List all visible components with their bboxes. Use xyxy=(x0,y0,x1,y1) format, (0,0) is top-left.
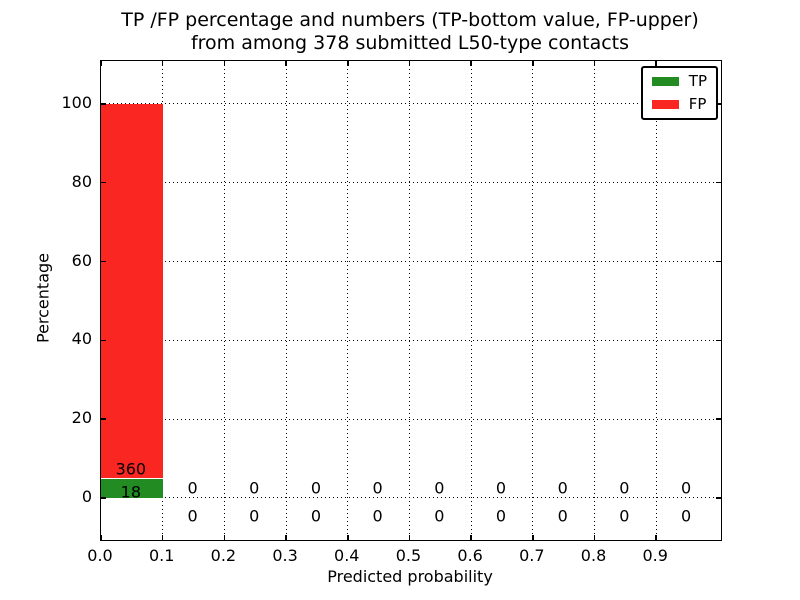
x-tick-top xyxy=(347,61,349,66)
x-tick-top xyxy=(593,61,596,66)
y-tick-label: 40 xyxy=(71,329,92,349)
y-tick-left xyxy=(101,260,106,263)
x-tick-label: 0.7 xyxy=(519,546,545,565)
fp-count-label: 0 xyxy=(372,478,383,498)
tp-legend-swatch xyxy=(651,77,679,86)
legend-item-fp: FP xyxy=(651,95,707,113)
y-tick-label: 20 xyxy=(71,408,92,428)
x-tick-bottom xyxy=(593,535,596,540)
tp-count-label: 0 xyxy=(249,506,260,526)
v-gridline xyxy=(470,61,472,540)
x-tick-label: 0.2 xyxy=(210,546,237,565)
y-tick-left xyxy=(101,497,106,499)
y-tick-left xyxy=(101,418,106,420)
legend-item-tp: TP xyxy=(651,72,707,90)
x-tick-label: 0.9 xyxy=(642,546,668,565)
x-tick-label: 0.3 xyxy=(272,546,298,565)
chart-title-line1: TP /FP percentage and numbers (TP-bottom… xyxy=(121,9,699,31)
x-tick-bottom xyxy=(655,535,657,540)
y-tick-right xyxy=(716,339,721,342)
x-tick-bottom xyxy=(532,535,534,540)
y-tick-left xyxy=(101,103,106,105)
x-tick-top xyxy=(100,61,102,66)
y-tick-label: 60 xyxy=(71,250,92,270)
tp-count-label: 0 xyxy=(310,506,321,526)
y-tick-label: 100 xyxy=(61,92,92,112)
v-gridline xyxy=(655,61,657,540)
fp-count-label: 0 xyxy=(434,478,445,498)
h-gridline xyxy=(101,418,721,420)
y-tick-left xyxy=(101,181,106,184)
h-gridline xyxy=(101,339,721,341)
v-gridline xyxy=(408,61,410,540)
fp-legend-label: FP xyxy=(688,95,707,113)
v-gridline xyxy=(285,61,287,540)
legend: TP FP xyxy=(640,66,718,120)
fp-count-label: 0 xyxy=(557,478,568,498)
plot-area: TP FP xyxy=(100,60,722,541)
x-tick-top xyxy=(532,61,534,66)
fp-count-label: 0 xyxy=(495,478,507,498)
tp-count-label: 0 xyxy=(619,506,630,526)
y-tick-left xyxy=(101,339,106,342)
x-tick-label: 0.6 xyxy=(457,546,483,565)
tp-count-label: 0 xyxy=(187,506,198,526)
x-tick-bottom xyxy=(161,535,164,540)
v-gridline xyxy=(347,61,349,540)
tp-count-label: 18 xyxy=(120,482,142,502)
x-tick-top xyxy=(470,61,472,66)
x-axis-label: Predicted probability xyxy=(327,567,493,586)
x-tick-bottom xyxy=(100,535,102,540)
x-tick-top xyxy=(408,61,411,66)
v-gridline xyxy=(223,61,225,540)
fp-legend-swatch xyxy=(651,100,679,109)
y-tick-right xyxy=(716,260,721,263)
x-tick-top xyxy=(161,61,164,66)
tp-count-label: 0 xyxy=(557,506,568,526)
x-tick-label: 0.5 xyxy=(395,546,422,565)
x-tick-label: 0.0 xyxy=(87,546,113,565)
fp-count-label: 0 xyxy=(619,478,630,498)
tp-legend-label: TP xyxy=(688,72,707,90)
x-tick-label: 0.1 xyxy=(148,546,175,565)
tp-bar-segment xyxy=(101,479,163,498)
fp-bar-segment xyxy=(101,103,163,480)
chart-title-line2: from among 378 submitted L50-type contac… xyxy=(190,32,630,54)
x-tick-label: 0.4 xyxy=(334,546,360,565)
v-gridline xyxy=(162,61,164,540)
v-gridline xyxy=(532,61,534,540)
h-gridline xyxy=(101,261,721,262)
chart-title: TP /FP percentage and numbers (TP-bottom… xyxy=(100,9,720,55)
x-tick-label: 0.8 xyxy=(580,546,607,565)
tp-count-label: 0 xyxy=(372,506,383,526)
y-tick-label: 80 xyxy=(71,171,92,191)
y-tick-right xyxy=(716,497,721,499)
h-gridline xyxy=(101,182,721,184)
tp-count-label: 0 xyxy=(680,506,692,526)
y-tick-label: 0 xyxy=(81,486,92,506)
x-tick-bottom xyxy=(285,535,287,540)
y-tick-right xyxy=(716,181,721,184)
x-tick-bottom xyxy=(470,535,472,540)
fp-count-label: 0 xyxy=(680,478,692,498)
x-tick-top xyxy=(655,61,657,66)
fp-count-label: 360 xyxy=(115,459,147,479)
x-tick-top xyxy=(285,61,287,66)
v-gridline xyxy=(594,61,596,540)
tp-count-label: 0 xyxy=(495,506,507,526)
fp-count-label: 0 xyxy=(310,478,321,498)
x-tick-bottom xyxy=(223,535,226,540)
x-tick-bottom xyxy=(347,535,349,540)
y-tick-right xyxy=(716,418,721,420)
fp-count-label: 0 xyxy=(187,478,198,498)
fp-count-label: 0 xyxy=(249,478,260,498)
h-gridline xyxy=(101,497,721,499)
h-gridline xyxy=(101,103,721,105)
y-tick-right xyxy=(716,103,721,105)
x-tick-bottom xyxy=(408,535,411,540)
x-tick-top xyxy=(223,61,226,66)
tp-count-label: 0 xyxy=(434,506,445,526)
